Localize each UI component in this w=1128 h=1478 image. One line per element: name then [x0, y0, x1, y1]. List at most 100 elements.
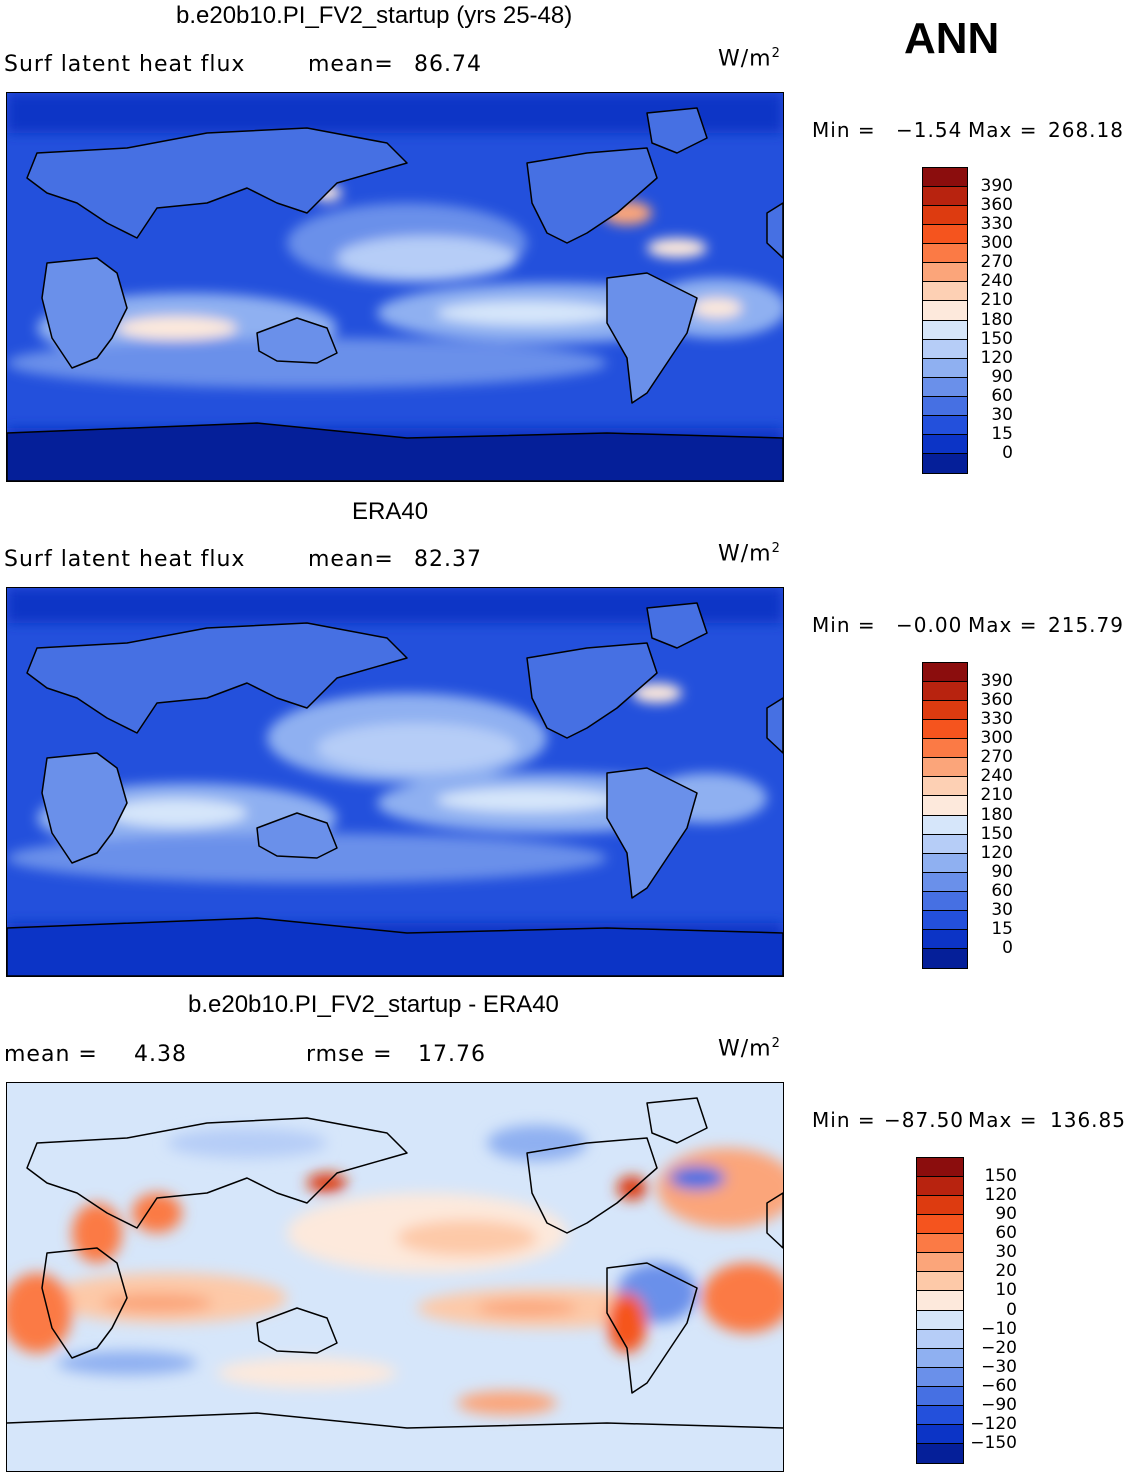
colorbar-tick-label: 90: [991, 366, 1013, 387]
panel3-max-value: 136.85: [1050, 1108, 1126, 1132]
colorbar-tick-label: 0: [1002, 937, 1013, 958]
colorbar-swatch: [923, 282, 967, 302]
colorbar-swatch: [923, 358, 967, 378]
colorbar-swatch: [917, 1272, 963, 1292]
colorbar-tick-label: 240: [980, 766, 1013, 787]
panel1-variable-label: Surf latent heat flux: [4, 52, 246, 77]
colorbar-tick-label: 0: [1002, 442, 1013, 463]
colorbar-swatch: [923, 434, 967, 454]
colorbar-swatch: [917, 1234, 963, 1254]
panel1-units: W/m2: [718, 46, 781, 72]
panel3-mean-value: 4.38: [134, 1042, 187, 1067]
colorbar-swatch: [923, 663, 967, 683]
panel1-mean-value: 86.74: [414, 52, 482, 77]
panel3-max-label: Max =: [968, 1108, 1038, 1132]
panel3-min-value: −87.50: [884, 1108, 965, 1132]
panel3-units: W/m2: [718, 1036, 781, 1062]
colorbar-swatch: [923, 682, 967, 702]
colorbar-swatch: [923, 948, 967, 968]
colorbar-swatch: [923, 720, 967, 740]
colorbar-swatch: [923, 168, 967, 188]
panel2-mean-value: 82.37: [414, 547, 482, 572]
colorbar-swatch: [917, 1424, 963, 1444]
colorbar-swatch: [917, 1329, 963, 1349]
colorbar-tick-label: 330: [980, 709, 1013, 730]
colorbar-tick-label: 180: [980, 309, 1013, 330]
panel3-min-label: Min =: [812, 1108, 876, 1132]
colorbar-swatch: [923, 815, 967, 835]
colorbar-tick-label: 30: [995, 1242, 1017, 1263]
colorbar-tick-label: 15: [991, 918, 1013, 939]
panel2-map: [6, 587, 784, 977]
panel1-max-label: Max =: [968, 118, 1038, 142]
colorbar-swatch: [923, 834, 967, 854]
panel3-title: b.e20b10.PI_FV2_startup - ERA40: [188, 991, 559, 1018]
colorbar-tick-label: −150: [970, 1432, 1017, 1453]
colorbar-swatch: [923, 187, 967, 207]
colorbar-tick-label: −10: [981, 1318, 1017, 1339]
panel3-mean-label: mean =: [4, 1042, 98, 1067]
panel1-mean-label: mean=: [308, 52, 394, 77]
panel2-max-value: 215.79: [1048, 613, 1124, 637]
colorbar-swatch: [923, 701, 967, 721]
colorbar-tick-label: 180: [980, 804, 1013, 825]
colorbar-swatch: [923, 929, 967, 949]
panel3-rmse-label: rmse =: [306, 1042, 393, 1067]
colorbar-tick-label: −120: [970, 1413, 1017, 1434]
colorbar-tick-label: 60: [995, 1223, 1017, 1244]
panel3-map: [6, 1082, 784, 1472]
colorbar-tick-label: 120: [980, 347, 1013, 368]
panel2-title: ERA40: [352, 498, 429, 525]
colorbar-swatch: [917, 1405, 963, 1425]
panel1-colorbar: [922, 167, 968, 474]
colorbar-swatch: [917, 1177, 963, 1197]
panel1-min-label: Min =: [812, 118, 876, 142]
colorbar-tick-label: 300: [980, 728, 1013, 749]
panel2-min-label: Min =: [812, 613, 876, 637]
colorbar-swatch: [923, 777, 967, 797]
colorbar-tick-label: 60: [991, 385, 1013, 406]
colorbar-swatch: [923, 853, 967, 873]
colorbar-tick-label: −20: [981, 1337, 1017, 1358]
colorbar-swatch: [917, 1291, 963, 1311]
colorbar-swatch: [923, 225, 967, 245]
colorbar-tick-label: 210: [980, 290, 1013, 311]
colorbar-swatch: [917, 1215, 963, 1235]
colorbar-tick-label: 15: [991, 423, 1013, 444]
colorbar-swatch: [923, 377, 967, 397]
panel2-min-value: −0.00: [896, 613, 963, 637]
panel2-units: W/m2: [718, 541, 781, 567]
colorbar-swatch: [923, 910, 967, 930]
panel1-max-value: 268.18: [1048, 118, 1124, 142]
colorbar-swatch: [917, 1196, 963, 1216]
colorbar-swatch: [917, 1367, 963, 1387]
colorbar-tick-label: 270: [980, 252, 1013, 273]
colorbar-swatch: [923, 396, 967, 416]
colorbar-tick-label: 330: [980, 214, 1013, 235]
panel2-mean-label: mean=: [308, 547, 394, 572]
colorbar-swatch: [923, 453, 967, 473]
panel1-map: [6, 92, 784, 482]
colorbar-swatch: [923, 263, 967, 283]
colorbar-tick-label: −30: [981, 1356, 1017, 1377]
panel2-colorbar: [922, 662, 968, 969]
season-label: ANN: [904, 14, 1000, 63]
colorbar-swatch: [923, 758, 967, 778]
colorbar-swatch: [917, 1348, 963, 1368]
panel2-variable-label: Surf latent heat flux: [4, 547, 246, 572]
colorbar-swatch: [923, 320, 967, 340]
colorbar-tick-label: 150: [984, 1166, 1017, 1187]
colorbar-tick-label: 210: [980, 785, 1013, 806]
colorbar-swatch: [923, 301, 967, 321]
colorbar-tick-label: 150: [980, 823, 1013, 844]
colorbar-swatch: [917, 1386, 963, 1406]
colorbar-tick-label: 150: [980, 328, 1013, 349]
panel2-max-label: Max =: [968, 613, 1038, 637]
colorbar-swatch: [923, 339, 967, 359]
colorbar-tick-label: 360: [980, 195, 1013, 216]
colorbar-tick-label: −90: [981, 1394, 1017, 1415]
colorbar-tick-label: 0: [1006, 1299, 1017, 1320]
colorbar-swatch: [917, 1443, 963, 1463]
colorbar-tick-label: 30: [991, 404, 1013, 425]
colorbar-tick-label: 270: [980, 747, 1013, 768]
